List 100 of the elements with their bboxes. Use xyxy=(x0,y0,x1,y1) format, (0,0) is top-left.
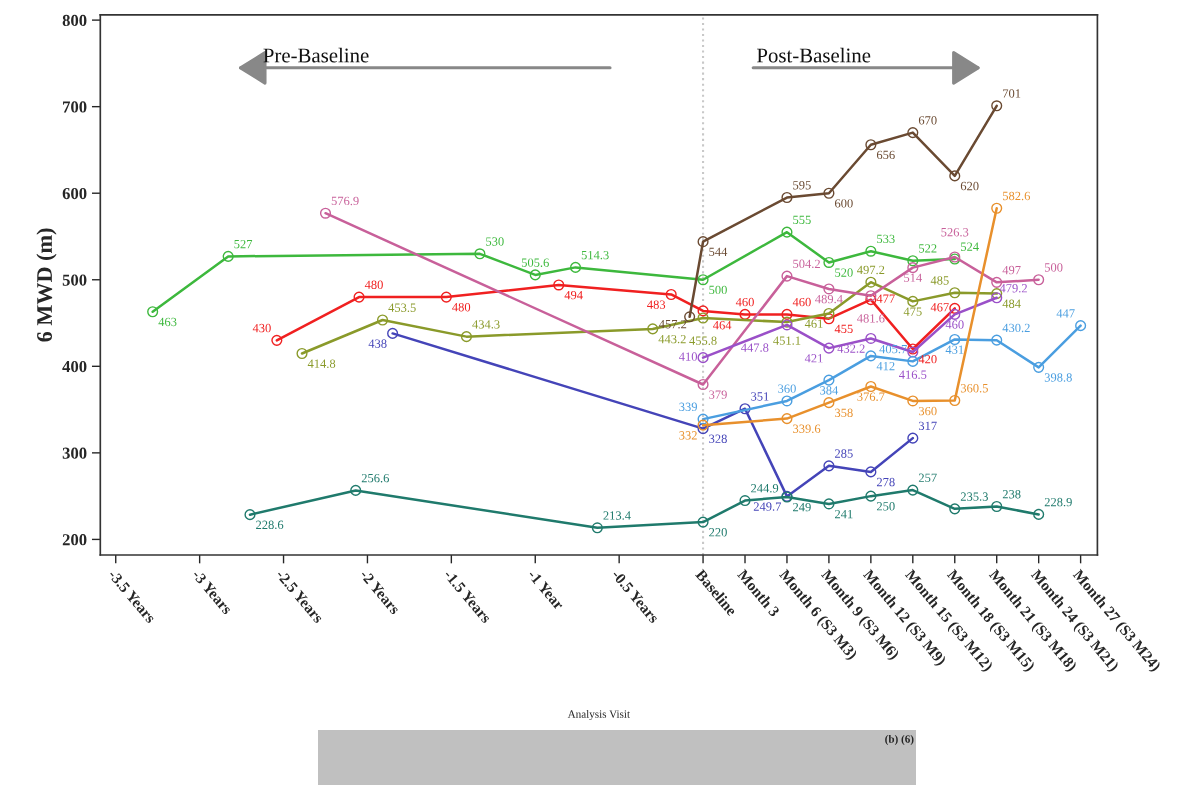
point xyxy=(222,250,234,262)
data-label: 235.3 xyxy=(960,492,988,501)
point xyxy=(823,498,835,510)
point xyxy=(907,255,919,267)
data-label: 475 xyxy=(903,307,922,316)
point xyxy=(697,419,709,431)
point xyxy=(697,312,709,324)
point xyxy=(907,355,919,367)
data-label: 376.7 xyxy=(857,392,885,401)
data-label: 497 xyxy=(1002,265,1021,275)
data-label: 213.4 xyxy=(603,511,631,520)
data-label: 228.6 xyxy=(256,520,284,530)
point xyxy=(460,331,473,343)
data-label: 256.6 xyxy=(361,473,390,483)
point xyxy=(1033,508,1045,520)
data-label: 453.5 xyxy=(388,303,416,312)
data-label: 241 xyxy=(835,509,853,519)
data-label: 447.8 xyxy=(741,343,769,352)
point xyxy=(907,295,919,307)
point xyxy=(244,509,256,521)
data-label: 278 xyxy=(876,477,895,487)
data-label: 514.3 xyxy=(581,250,609,260)
point xyxy=(697,378,709,391)
data-label: 434.3 xyxy=(472,320,500,329)
point xyxy=(553,279,565,291)
point xyxy=(684,311,696,323)
point xyxy=(823,313,835,325)
point xyxy=(823,460,835,472)
data-label: 533 xyxy=(877,234,895,244)
data-label: 460 xyxy=(945,320,964,329)
y-tick-label: 600 xyxy=(62,187,87,200)
point xyxy=(350,484,362,496)
data-label: 485 xyxy=(930,276,949,285)
data-label: 500 xyxy=(709,285,727,295)
data-label: 431 xyxy=(945,345,964,354)
point xyxy=(591,522,603,534)
point xyxy=(991,100,1003,112)
data-label: 481.6 xyxy=(857,314,885,323)
data-label: 332 xyxy=(679,431,697,440)
point xyxy=(907,432,919,444)
data-label: 438 xyxy=(368,339,387,348)
point xyxy=(949,333,961,346)
point xyxy=(697,413,709,425)
data-label: 544 xyxy=(709,247,728,257)
data-label: 360 xyxy=(778,384,796,393)
point xyxy=(949,170,961,182)
point xyxy=(907,262,919,274)
point xyxy=(376,314,389,326)
data-label: 398.8 xyxy=(1044,373,1072,382)
data-label: 522 xyxy=(919,244,937,253)
data-label: 421 xyxy=(804,354,823,363)
data-label: 460 xyxy=(792,297,811,307)
data-label: 220 xyxy=(709,528,727,537)
point xyxy=(781,413,793,425)
y-tick-label: 800 xyxy=(62,14,87,27)
data-label: 249 xyxy=(793,502,811,512)
point xyxy=(781,226,793,238)
point xyxy=(865,490,877,502)
data-label: 460 xyxy=(735,297,754,307)
data-label: 480 xyxy=(364,280,383,289)
annotation: Post-Baseline xyxy=(756,47,871,63)
data-label: 339 xyxy=(679,402,697,412)
point xyxy=(319,207,332,219)
data-label: 527 xyxy=(234,239,253,249)
data-label: 455.8 xyxy=(689,336,717,345)
annotation: Pre-Baseline xyxy=(263,47,369,63)
data-label: 483 xyxy=(647,300,666,309)
data-label: 600 xyxy=(835,199,853,208)
data-label: 701 xyxy=(1003,89,1021,98)
point xyxy=(991,500,1003,513)
point xyxy=(949,394,961,407)
data-label: 285 xyxy=(835,449,853,458)
data-label: 455 xyxy=(834,324,853,334)
point xyxy=(147,306,159,318)
point xyxy=(823,187,835,199)
point xyxy=(1033,274,1045,286)
point xyxy=(865,139,877,151)
point xyxy=(907,127,919,139)
data-label: 595 xyxy=(793,181,811,190)
point xyxy=(474,248,486,260)
data-label: 360 xyxy=(918,406,937,416)
data-label: 443.2 xyxy=(658,334,686,344)
data-label: 412 xyxy=(876,361,895,371)
data-label: 250 xyxy=(876,502,895,511)
data-label: 484 xyxy=(1002,299,1021,308)
point xyxy=(697,305,709,317)
data-label: 555 xyxy=(793,215,811,225)
point xyxy=(949,287,961,299)
data-label: 582.6 xyxy=(1003,191,1031,201)
data-label: 489.4 xyxy=(815,294,843,304)
data-label: 244.9 xyxy=(751,484,779,493)
point xyxy=(991,292,1003,304)
point xyxy=(697,352,709,364)
point xyxy=(823,374,835,386)
data-label: 249.7 xyxy=(753,502,782,511)
data-label: 432.2 xyxy=(837,344,865,353)
y-axis-title: 6 MWD (m) xyxy=(36,228,57,342)
point xyxy=(440,291,452,303)
data-label: 461 xyxy=(804,319,823,328)
point xyxy=(781,191,793,204)
